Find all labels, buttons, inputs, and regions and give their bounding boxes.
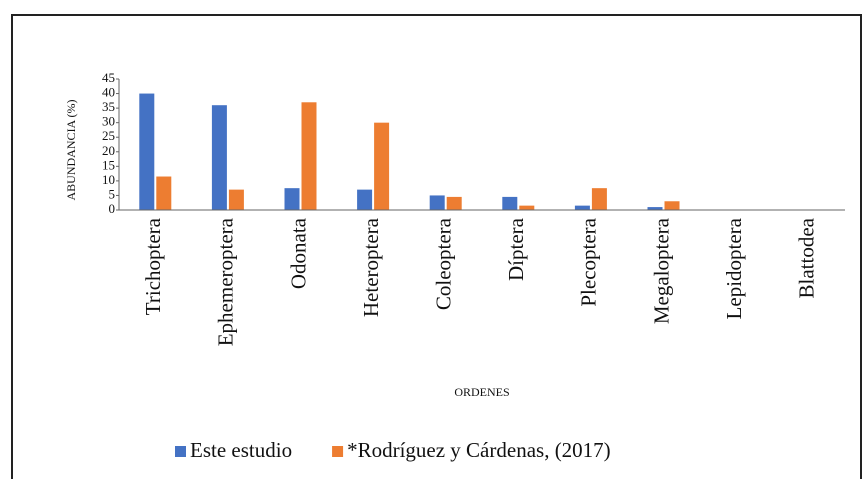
x-tick-label: Lepidoptera bbox=[722, 217, 746, 319]
y-tick-label: 25 bbox=[102, 128, 115, 143]
bar bbox=[139, 93, 155, 210]
frame bbox=[11, 14, 862, 479]
x-tick-label: Megaloptera bbox=[649, 217, 673, 324]
x-tick-label: Trichoptera bbox=[141, 217, 165, 315]
x-tick-label: Ephemeroptera bbox=[214, 217, 238, 346]
y-tick-label: 40 bbox=[102, 85, 115, 100]
y-axis-label: ABUNDANCIA (%) bbox=[64, 100, 78, 201]
bar bbox=[301, 102, 317, 210]
bar bbox=[357, 189, 373, 210]
legend-label: Este estudio bbox=[190, 438, 292, 462]
x-axis-label: ORDENES bbox=[454, 385, 509, 399]
bar bbox=[156, 176, 172, 210]
x-tick-label: Blattodea bbox=[795, 217, 819, 298]
bar bbox=[429, 195, 445, 210]
y-tick-label: 5 bbox=[109, 186, 116, 201]
x-tick-label: Díptera bbox=[504, 217, 528, 281]
y-tick-label: 10 bbox=[102, 172, 115, 187]
bar bbox=[591, 188, 607, 210]
bar bbox=[519, 205, 535, 210]
y-tick-label: 30 bbox=[102, 114, 115, 129]
bar bbox=[446, 196, 462, 210]
x-tick-label: Odonata bbox=[286, 217, 310, 289]
y-tick-label: 0 bbox=[109, 201, 116, 216]
x-tick-label: Coleoptera bbox=[432, 217, 456, 310]
bar bbox=[284, 188, 300, 210]
y-tick-label: 15 bbox=[102, 157, 115, 172]
legend-label: *Rodríguez y Cárdenas, (2017) bbox=[347, 438, 611, 462]
legend-swatch bbox=[332, 446, 344, 457]
bar bbox=[211, 105, 227, 210]
x-tick-label: Heteroptera bbox=[359, 217, 383, 317]
bar bbox=[502, 196, 518, 210]
y-tick-label: 20 bbox=[102, 143, 115, 158]
bar bbox=[574, 205, 590, 210]
y-tick-label: 45 bbox=[102, 70, 115, 85]
bar bbox=[228, 189, 244, 210]
bar bbox=[664, 201, 680, 210]
bar bbox=[374, 122, 390, 210]
x-tick-label: Plecoptera bbox=[577, 217, 601, 306]
bar bbox=[647, 207, 663, 210]
legend-swatch bbox=[175, 446, 186, 457]
y-tick-label: 35 bbox=[102, 99, 115, 114]
